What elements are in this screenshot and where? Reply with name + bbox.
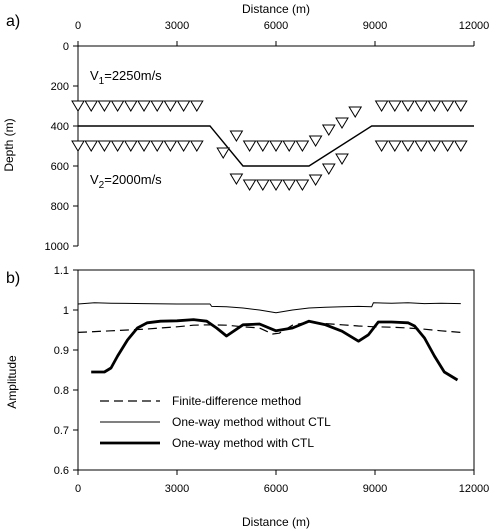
receiver-marker-top (321, 124, 336, 136)
receiver-marker-bottom (321, 163, 336, 175)
panel-a: a) Distance (m) Depth (m) 0 3000 6000 9000 1… (2, 2, 489, 253)
receiver-marker-bottom (282, 179, 297, 191)
x-tick-label: 12000 (459, 20, 490, 32)
receiver-marker-top (84, 100, 99, 112)
x-tick-label: 3000 (165, 20, 189, 32)
receiver-marker-top (97, 100, 112, 112)
velocity-label-2: V2=2000m/s (90, 172, 162, 191)
y-tick-label: 0 (63, 41, 69, 53)
receiver-marker-top (308, 135, 323, 147)
receiver-marker-top (123, 100, 138, 112)
receiver-marker-bottom (269, 179, 283, 191)
receiver-marker-top (269, 140, 283, 152)
y-tick-label: 0.8 (54, 385, 69, 397)
receiver-marker-bottom (163, 140, 178, 152)
receiver-marker-bottom (150, 140, 165, 152)
interface-line (78, 125, 474, 167)
receiver-marker-top (427, 100, 442, 112)
receiver-marker-bottom (387, 140, 402, 152)
receiver-marker-top (387, 100, 402, 112)
receiver-marker-top (255, 140, 270, 152)
receiver-marker-bottom (440, 140, 455, 152)
receiver-marker-bottom (189, 140, 204, 152)
x-tick-label: 9000 (363, 483, 387, 495)
receiver-marker-top (282, 140, 297, 152)
x-tick-label: 0 (75, 483, 81, 495)
series-line-3 (91, 318, 459, 382)
receiver-marker-top (71, 100, 85, 112)
y-tick-label: 800 (51, 201, 69, 213)
y-tick-label: 1.1 (54, 265, 69, 277)
y-tick-label: 400 (51, 121, 69, 133)
receiver-marker-bottom (308, 174, 323, 186)
receiver-marker-bottom (71, 140, 85, 152)
receiver-marker-bottom (176, 140, 191, 152)
receiver-marker-bottom (335, 153, 349, 165)
y-tick-label: 1 (63, 305, 69, 317)
receiver-marker-bottom (84, 140, 99, 152)
x-tick-label: 6000 (264, 483, 288, 495)
receiver-marker-bottom (295, 179, 310, 191)
x-tick-label: 9000 (363, 20, 387, 32)
receiver-marker-top (453, 100, 468, 112)
y-tick-label: 1000 (45, 241, 69, 253)
panel-b-label: b) (6, 270, 20, 287)
y-tick-label: 0.6 (54, 465, 69, 477)
receiver-marker-bottom (123, 140, 138, 152)
y-tick-label: 200 (51, 81, 69, 93)
series-line-2 (77, 302, 461, 314)
series-line-1 (77, 321, 461, 335)
receiver-marker-bottom (255, 179, 270, 191)
panel-b-ylabel: Amplitude (5, 355, 19, 409)
receiver-marker-top (295, 140, 310, 152)
velocity-label-1: V1=2250m/s (90, 68, 162, 87)
receiver-marker-top (176, 100, 191, 112)
panel-b-xlabel: Distance (m) (242, 515, 310, 529)
receiver-marker-bottom (453, 140, 468, 152)
receiver-marker-top (229, 130, 244, 142)
legend-label: One-way method without CTL (172, 415, 331, 429)
receiver-marker-top (110, 100, 125, 112)
receiver-marker-top (242, 140, 257, 152)
x-tick-label: 0 (75, 20, 81, 32)
receiver-marker-bottom (374, 140, 389, 152)
receiver-marker-top (335, 117, 349, 129)
x-tick-label: 6000 (264, 20, 288, 32)
panel-a-ylabel: Depth (m) (2, 118, 16, 171)
panel-a-label: a) (6, 13, 20, 30)
legend: Finite-difference method One-way method w… (100, 394, 331, 450)
receiver-marker-top (440, 100, 455, 112)
receiver-marker-top (414, 100, 429, 112)
legend-label: Finite-difference method (172, 394, 301, 408)
panel-b: b) Distance (m) Amplitude 0 3000 6000 9000 1… (5, 265, 489, 529)
receiver-marker-bottom (110, 140, 125, 152)
receiver-marker-top (189, 100, 204, 112)
receiver-marker-bottom (216, 147, 231, 159)
x-tick-label: 3000 (165, 483, 189, 495)
receiver-marker-bottom (427, 140, 442, 152)
receiver-marker-bottom (242, 179, 257, 191)
receiver-marker-bottom (401, 140, 415, 152)
receiver-marker-top (163, 100, 178, 112)
panel-a-xlabel: Distance (m) (242, 2, 310, 16)
x-tick-label: 12000 (459, 483, 490, 495)
y-tick-label: 600 (51, 161, 69, 173)
receiver-marker-top (348, 106, 363, 118)
receiver-marker-bottom (137, 140, 151, 152)
y-tick-label: 0.9 (54, 345, 69, 357)
legend-label: One-way method with CTL (172, 436, 314, 450)
receiver-marker-bottom (229, 173, 244, 185)
y-tick-label: 0.7 (54, 425, 69, 437)
receiver-marker-top (374, 100, 389, 112)
receiver-marker-top (401, 100, 415, 112)
receiver-marker-top (137, 100, 151, 112)
receiver-marker-bottom (97, 140, 112, 152)
receiver-marker-top (150, 100, 165, 112)
receiver-marker-bottom (414, 140, 429, 152)
